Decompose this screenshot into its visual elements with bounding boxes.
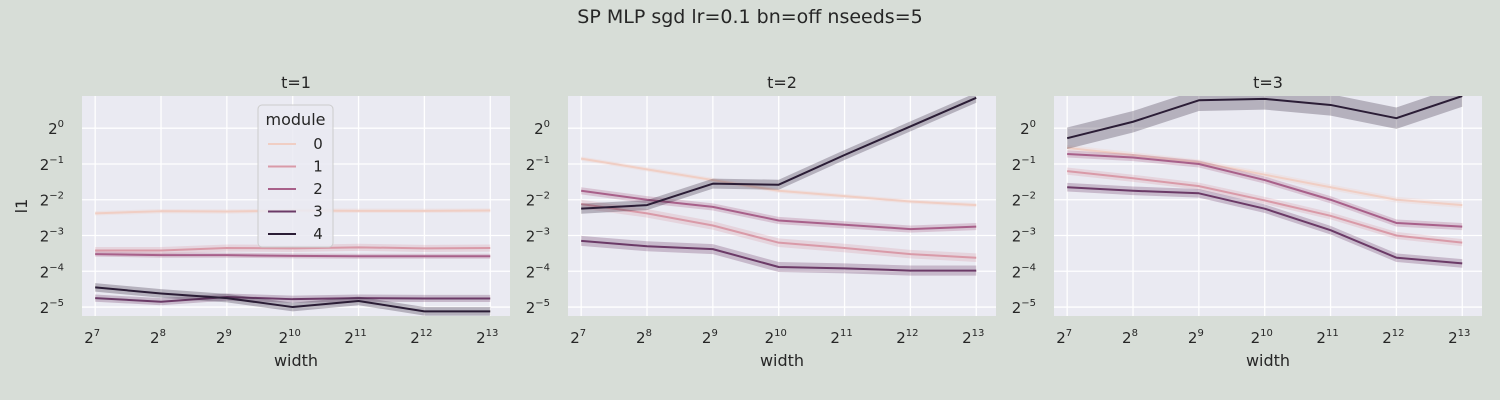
series-line-4 xyxy=(1066,96,1463,140)
x-tick-label: 28 xyxy=(636,328,652,347)
x-tick-label: 212 xyxy=(1382,328,1404,347)
x-tick-label: 28 xyxy=(150,328,166,347)
x-tick-label: 28 xyxy=(1122,328,1138,347)
y-tick-label: 2−4 xyxy=(1012,262,1036,281)
x-tick-label: 29 xyxy=(702,328,718,347)
x-axis-label: width xyxy=(760,351,804,370)
x-tick-label: 27 xyxy=(1056,328,1072,347)
panel-title: t=1 xyxy=(281,73,311,92)
series-line-1 xyxy=(95,246,491,252)
series-line-2 xyxy=(95,253,491,258)
confidence-band-1 xyxy=(581,199,977,262)
legend-label-2: 2 xyxy=(313,180,323,198)
x-tick-label: 29 xyxy=(216,328,232,347)
series-line-2 xyxy=(1067,152,1463,228)
x-tick-label: 210 xyxy=(1251,328,1273,347)
plot-area xyxy=(1054,96,1482,316)
confidence-band-2 xyxy=(1067,150,1463,231)
series-line-3 xyxy=(581,239,977,272)
x-tick-label: 210 xyxy=(279,328,301,347)
y-tick-label: 2−5 xyxy=(40,298,64,317)
x-tick-label: 27 xyxy=(84,328,100,347)
legend-label-4: 4 xyxy=(313,225,323,243)
x-tick-label: 212 xyxy=(896,328,918,347)
legend: module 0 1 2 3 4 xyxy=(257,104,334,248)
x-tick-label: 213 xyxy=(476,328,498,347)
panel-t=2: 27 28 29 210 211 212 213 20 2−1 2−2 2−3 2−4 2−5 width… xyxy=(526,73,996,370)
confidence-band-3 xyxy=(1067,182,1463,268)
legend-label-0: 0 xyxy=(313,135,323,153)
panels: 27 28 29 210 211 212 213202−12−22−32−42−5width… xyxy=(12,73,1482,370)
y-tick-label: 20 xyxy=(534,119,550,138)
panel-t=1: 27 28 29 210 211 212 213202−12−22−32−42−5width… xyxy=(12,73,510,370)
x-tick-label: 213 xyxy=(962,328,984,347)
x-tick-label: 211 xyxy=(830,328,852,347)
y-tick-label: 2−2 xyxy=(40,191,64,210)
y-tick-label: 20 xyxy=(1020,119,1036,138)
x-tick-label: 213 xyxy=(1448,328,1470,347)
confidence-band-3 xyxy=(581,235,977,276)
series-line-0 xyxy=(1067,146,1463,207)
x-tick-label: 212 xyxy=(410,328,432,347)
series-line-1 xyxy=(1067,170,1463,244)
series-line-3 xyxy=(1067,186,1463,265)
legend-label-3: 3 xyxy=(313,203,323,221)
y-tick-label: 2−1 xyxy=(1012,155,1036,174)
grid xyxy=(1054,96,1482,316)
y-axis-label: l1 xyxy=(12,199,31,214)
y-tick-label: 2−4 xyxy=(40,262,64,281)
series-line-2 xyxy=(581,189,977,231)
x-tick-label: 27 xyxy=(570,328,586,347)
y-tick-label: 2−2 xyxy=(526,191,550,210)
series-line-4 xyxy=(95,286,491,313)
confidence-band-4 xyxy=(581,96,977,214)
x-tick-label: 211 xyxy=(1316,328,1338,347)
series-group xyxy=(1066,96,1463,268)
panel-title: t=2 xyxy=(767,73,797,92)
y-tick-label: 2−3 xyxy=(526,227,550,246)
y-tick-label: 2−1 xyxy=(40,155,64,174)
panel-t=3: 27 28 29 210 211 212 213 20 2−1 2−2 2−3 2−4 2−5 width… xyxy=(1012,73,1482,370)
figure-title: SP MLP sgd lr=0.1 bn=off nseeds=5 xyxy=(577,6,922,28)
y-tick-label: 2−5 xyxy=(526,298,550,317)
legend-label-1: 1 xyxy=(313,158,323,176)
confidence-band-4 xyxy=(95,283,491,316)
y-tick-label: 2−1 xyxy=(526,155,550,174)
series-line-0 xyxy=(581,157,977,207)
y-tick-label: 2−4 xyxy=(526,262,550,281)
panel-title: t=3 xyxy=(1253,73,1283,92)
x-tick-label: 211 xyxy=(344,328,366,347)
x-axis-label: width xyxy=(1246,351,1290,370)
y-tick-label: 2−3 xyxy=(40,227,64,246)
x-axis-label: width xyxy=(274,351,318,370)
y-tick-label: 2−3 xyxy=(1012,227,1036,246)
confidence-band-4 xyxy=(1067,96,1463,149)
y-tick-label: 2−2 xyxy=(1012,191,1036,210)
series-group xyxy=(581,96,977,276)
series-line-1 xyxy=(581,203,977,259)
x-tick-label: 29 xyxy=(1188,328,1204,347)
y-tick-label: 20 xyxy=(48,119,64,138)
x-tick-label: 210 xyxy=(765,328,787,347)
legend-title: module xyxy=(266,110,326,129)
y-tick-label: 2−5 xyxy=(1012,298,1036,317)
series-line-4 xyxy=(581,96,977,210)
series-line-3 xyxy=(95,296,491,303)
